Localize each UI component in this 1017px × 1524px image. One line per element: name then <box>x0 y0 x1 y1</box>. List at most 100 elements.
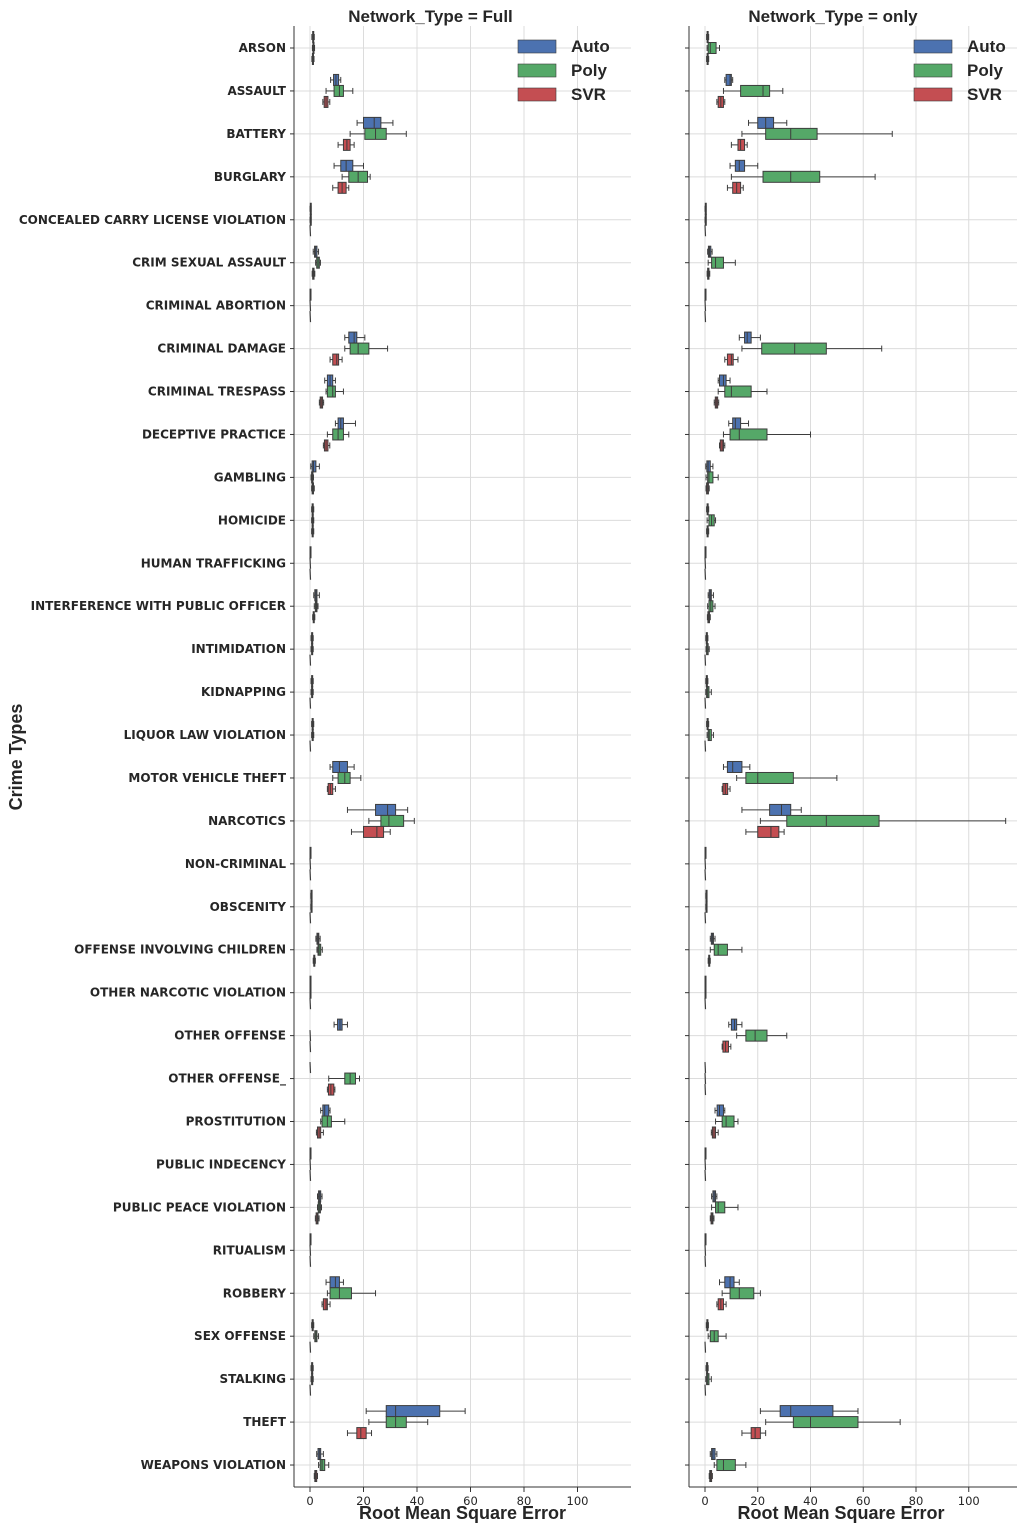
box-iqr <box>385 1416 407 1429</box>
box-full-poly-kidnapping <box>310 686 314 699</box>
box-iqr <box>322 1104 330 1117</box>
box-full-poly-narcotics <box>368 814 415 827</box>
box-degenerate <box>309 568 312 580</box>
box-full-svr-criminal-damage <box>329 353 343 366</box>
box-degenerate <box>704 858 707 870</box>
category-label-theft: THEFT <box>243 1415 287 1429</box>
box-full-auto-intimidation <box>310 632 314 645</box>
category-label-sex-offense: SEX OFFENSE <box>194 1329 286 1343</box>
box-iqr <box>765 127 818 140</box>
box-only-svr-theft <box>741 1427 767 1440</box>
box-only-poly-deceptive-practice <box>722 428 811 441</box>
box-full-auto-robbery <box>325 1276 344 1289</box>
box-full-svr-homicide <box>311 525 315 538</box>
category-label-other-narcotic-violation: OTHER NARCOTIC VIOLATION <box>90 986 286 1000</box>
box-full-auto-arson <box>311 31 315 43</box>
box-only-auto-offense-involving-children <box>709 932 716 945</box>
box-only-svr-public-indecency <box>704 1169 707 1181</box>
box-full-poly-obscenity <box>310 900 313 913</box>
box-only-auto-criminal-abortion <box>704 288 707 301</box>
category-label-kidnapping: KIDNAPPING <box>201 685 286 699</box>
box-only-poly-interference-with-public-officer <box>707 600 716 613</box>
box-full-svr-public-peace-violation <box>314 1212 320 1225</box>
box-degenerate <box>704 568 707 580</box>
box-only-poly-motor-vehicle-theft <box>736 771 838 784</box>
box-full-auto-deceptive-practice <box>334 417 356 430</box>
box-degenerate <box>704 740 707 752</box>
box-iqr <box>769 803 792 816</box>
box-only-svr-liquor-law-violation <box>704 740 707 752</box>
box-full-svr-intimidation <box>309 654 312 666</box>
box-full-auto-prostitution <box>320 1104 331 1117</box>
box-degenerate <box>309 998 312 1010</box>
category-label-narcotics: NARCOTICS <box>208 814 286 828</box>
box-iqr <box>779 1405 834 1418</box>
box-only-auto-other-offense <box>728 1018 743 1031</box>
box-only-auto-theft <box>759 1405 859 1418</box>
category-label-concealed-carry-license-violation: CONCEALED CARRY LICENSE VIOLATION <box>19 213 286 227</box>
box-degenerate <box>704 1073 707 1085</box>
box-only-svr-gambling <box>705 482 710 495</box>
box-full-auto-obscenity <box>310 889 313 902</box>
box-only-auto-gambling <box>705 460 714 473</box>
box-only-auto-stalking <box>705 1362 709 1375</box>
box-only-auto-deceptive-practice <box>728 417 750 430</box>
box-only-svr-criminal-damage <box>724 353 739 366</box>
box-full-poly-assault <box>325 84 354 97</box>
box-only-poly-other-offense <box>704 1073 707 1085</box>
box-only-svr-robbery <box>716 1298 727 1311</box>
box-full-svr-concealed-carry-license-violation <box>309 225 312 237</box>
box-degenerate <box>309 740 312 752</box>
box-only-poly-other-narcotic-violation <box>704 986 707 999</box>
box-full-poly-theft <box>368 1416 429 1429</box>
box-only-svr-burglary <box>726 181 744 194</box>
box-full-svr-motor-vehicle-theft <box>326 782 336 795</box>
box-full-auto-concealed-carry-license-violation <box>309 202 312 215</box>
box-only-auto-other-narcotic-violation <box>704 975 707 988</box>
box-full-auto-public-indecency <box>309 1147 312 1160</box>
box-iqr <box>707 42 717 54</box>
box-only-svr-battery <box>730 138 748 151</box>
legend-swatch-poly <box>913 63 953 78</box>
box-only-auto-concealed-carry-license-violation <box>704 202 707 215</box>
box-iqr <box>349 342 370 355</box>
box-iqr <box>745 1029 768 1042</box>
box-full-auto-non-criminal <box>309 846 312 859</box>
box-only-poly-burglary <box>730 170 876 183</box>
box-full-svr-offense-involving-children <box>312 954 316 967</box>
category-label-ritualism: RITUALISM <box>213 1243 286 1257</box>
box-full-svr-robbery <box>321 1298 331 1311</box>
box-degenerate <box>704 697 707 709</box>
box-only-poly-narcotics <box>759 814 1007 827</box>
box-iqr <box>707 471 714 484</box>
box-degenerate <box>704 1384 707 1396</box>
category-label-gambling: GAMBLING <box>214 470 286 484</box>
box-full-svr-prostitution <box>315 1126 324 1139</box>
category-label-arson: ARSON <box>239 41 286 55</box>
box-full-auto-assault <box>330 73 342 86</box>
box-full-svr-burglary <box>332 181 350 194</box>
box-full-poly-non-criminal <box>309 858 312 870</box>
box-full-auto-other-offense <box>333 1018 348 1031</box>
box-iqr <box>311 460 317 473</box>
box-full-svr-liquor-law-violation <box>309 740 312 752</box>
box-degenerate <box>704 998 707 1010</box>
box-full-svr-weapons-violation <box>313 1470 318 1483</box>
box-iqr <box>761 342 827 355</box>
legend-label-svr: SVR <box>967 85 1002 104</box>
box-degenerate <box>309 1169 312 1181</box>
category-label-human-trafficking: HUMAN TRAFFICKING <box>141 556 286 570</box>
box-only-poly-ritualism <box>704 1244 707 1256</box>
box-iqr <box>724 1276 735 1289</box>
category-label-weapons-violation: WEAPONS VIOLATION <box>141 1458 286 1472</box>
box-full-poly-weapons-violation <box>318 1459 330 1472</box>
box-full-auto-kidnapping <box>310 675 314 688</box>
box-degenerate <box>309 225 312 237</box>
box-full-poly-battery <box>349 127 407 140</box>
box-degenerate <box>309 1062 312 1074</box>
x-tick-label: 40 <box>410 1494 425 1508</box>
box-only-svr-ritualism <box>704 1255 707 1267</box>
box-degenerate <box>704 1169 707 1181</box>
box-degenerate <box>704 1244 707 1256</box>
box-only-auto-homicide <box>706 503 710 516</box>
